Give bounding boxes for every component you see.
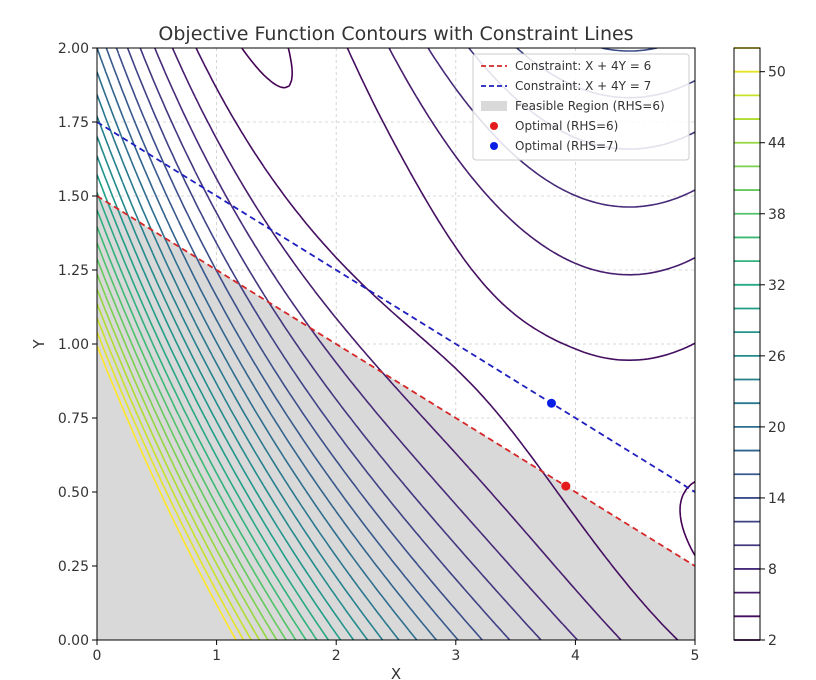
legend-swatch-dot: [490, 142, 498, 150]
contour-line: [97, 155, 355, 640]
colorbar-tick-label: 8: [768, 562, 777, 578]
contour-line: [97, 273, 278, 640]
contour-line: [97, 331, 245, 640]
contour-line: [97, 136, 369, 640]
y-tick-label: 1.25: [58, 263, 89, 279]
optimal-point: [546, 398, 556, 408]
y-tick-label: 2.00: [58, 41, 89, 57]
feasible-region-layer: [97, 196, 695, 640]
y-tick-label: 1.75: [58, 115, 89, 131]
legend-label: Optimal (RHS=7): [515, 139, 618, 153]
colorbar-tick-label: 50: [768, 65, 786, 81]
contour-line: [97, 242, 297, 640]
contour-line: [97, 115, 384, 640]
contour-lines: [97, 48, 695, 640]
contour-line: [97, 209, 318, 640]
x-tick-label: 1: [212, 648, 221, 664]
colorbar-tick-label: 32: [768, 278, 786, 294]
legend-label: Constraint: X + 4Y = 6: [515, 59, 651, 73]
y-tick-label: 0.50: [58, 485, 89, 501]
y-tick-label: 1.50: [58, 189, 89, 205]
legend: Constraint: X + 4Y = 6 Constraint: X + 4Y…: [472, 53, 690, 161]
colorbar-background: [734, 48, 760, 640]
contour-line: [97, 48, 438, 640]
colorbar-tick-label: 38: [768, 207, 786, 223]
contour-line: [105, 48, 459, 640]
colorbar-tick-label: 14: [768, 491, 786, 507]
constraint-line: [97, 121, 695, 493]
chart-title: Objective Function Contours with Constra…: [158, 23, 633, 45]
legend-box: [472, 53, 690, 161]
legend-swatch-patch: [481, 101, 507, 111]
y-axis-label: Y: [30, 339, 48, 350]
x-tick-label: 0: [93, 648, 102, 664]
contour-line: [97, 71, 418, 640]
colorbar-tick-label: 20: [768, 420, 786, 436]
y-tick-label: 0.25: [58, 559, 89, 575]
y-axis-ticks: 0.00 0.25 0.50 0.75 1.00 1.25 1.50 1.75 2.00: [58, 41, 97, 649]
optimal-points: [546, 398, 571, 491]
colorbar-frame: [733, 47, 761, 641]
colorbar: 2 8 14 20 26 32 38 44 50: [733, 47, 786, 649]
optimal-point: [561, 481, 571, 491]
contour-line: [115, 48, 658, 640]
legend-label: Optimal (RHS=6): [515, 119, 618, 133]
x-tick-label: 5: [691, 648, 700, 664]
y-tick-label: 1.00: [58, 337, 89, 353]
contour-line: [97, 258, 287, 640]
constraint-line: [97, 195, 695, 567]
contour-line: [97, 192, 330, 640]
legend-label: Feasible Region (RHS=6): [515, 99, 665, 113]
colorbar-tick-label: 44: [768, 136, 786, 152]
contour-line: [97, 303, 261, 640]
x-tick-label: 4: [571, 648, 580, 664]
contour-line: [97, 345, 237, 640]
x-tick-label: 2: [332, 648, 341, 664]
colorbar-tick-label: 2: [768, 633, 777, 649]
y-tick-label: 0.75: [58, 411, 89, 427]
contour-line: [97, 94, 400, 640]
legend-label: Constraint: X + 4Y = 7: [515, 79, 651, 93]
x-axis-label: X: [391, 665, 401, 680]
x-axis-ticks: 0 1 2 3 4 5: [93, 640, 700, 664]
contour-line: [97, 174, 342, 640]
contour-line: [154, 48, 695, 640]
colorbar-tick-label: 26: [768, 349, 786, 365]
x-tick-label: 3: [451, 648, 460, 664]
contour-line: [97, 317, 252, 640]
y-tick-label: 0.00: [58, 633, 89, 649]
constraint-lines: [97, 121, 695, 567]
legend-swatch-dot: [490, 122, 498, 130]
contour-line: [195, 48, 695, 640]
contour-line: [97, 226, 307, 640]
contour-line: [97, 288, 269, 640]
contour-line: [171, 48, 695, 640]
feasible-region: [97, 196, 695, 640]
